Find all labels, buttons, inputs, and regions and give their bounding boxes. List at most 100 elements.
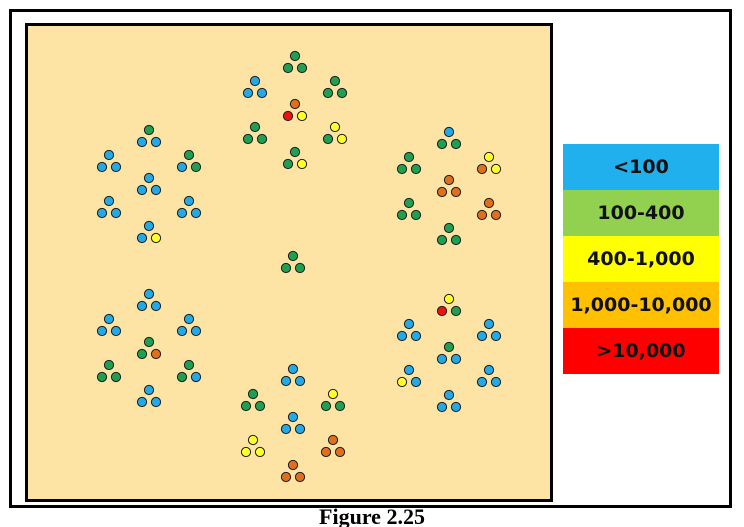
well-dot-blue	[280, 375, 292, 387]
well-dot-blue	[110, 207, 122, 219]
well-dot-green	[450, 138, 462, 150]
well-dot-orange	[476, 163, 488, 175]
well-dot-blue	[483, 364, 495, 376]
well-dot-blue	[183, 195, 195, 207]
well-triplet	[436, 126, 462, 150]
well-dot-blue	[143, 288, 155, 300]
well-dot-blue	[443, 126, 455, 138]
color-legend: <100 100-400 400-1,000 1,000-10,000 >10,…	[563, 144, 719, 374]
well-dot-blue	[436, 401, 448, 413]
well-triplet	[396, 364, 422, 388]
well-dot-green	[450, 234, 462, 246]
well-triplet	[282, 146, 308, 170]
well-triplet	[96, 149, 122, 173]
well-dot-blue	[150, 184, 162, 196]
well-dot-green	[410, 209, 422, 221]
well-dot-green	[396, 163, 408, 175]
well-dot-green	[143, 336, 155, 348]
well-dot-blue	[476, 376, 488, 388]
figure-caption: Figure 2.25	[319, 505, 425, 527]
well-dot-blue	[176, 207, 188, 219]
well-dot-green	[96, 371, 108, 383]
well-triplet	[176, 195, 202, 219]
well-dot-orange	[150, 348, 162, 360]
well-triplet	[476, 151, 502, 175]
well-dot-green	[103, 359, 115, 371]
well-dot-orange	[327, 434, 339, 446]
well-dot-blue	[150, 300, 162, 312]
well-dot-blue	[403, 364, 415, 376]
well-triplet	[320, 388, 346, 412]
well-dot-orange	[294, 471, 306, 483]
well-dot-green	[240, 400, 252, 412]
well-triplet	[322, 75, 348, 99]
well-dot-blue	[136, 396, 148, 408]
well-dot-yellow	[329, 121, 341, 133]
well-dot-green	[256, 133, 268, 145]
well-dot-yellow	[296, 110, 308, 122]
well-dot-yellow	[247, 434, 259, 446]
well-dot-green	[183, 359, 195, 371]
well-dot-blue	[249, 75, 261, 87]
well-dot-green	[436, 234, 448, 246]
well-dot-green	[403, 151, 415, 163]
well-dot-blue	[136, 300, 148, 312]
well-dot-green	[436, 138, 448, 150]
well-triplet	[136, 288, 162, 312]
well-dot-green	[254, 400, 266, 412]
well-dot-blue	[143, 172, 155, 184]
well-dot-yellow	[483, 151, 495, 163]
plot-area	[25, 23, 553, 502]
well-dot-blue	[436, 353, 448, 365]
well-dot-blue	[103, 313, 115, 325]
well-dot-red	[282, 110, 294, 122]
well-triplet	[96, 359, 122, 383]
well-dot-green	[403, 197, 415, 209]
well-dot-orange	[320, 446, 332, 458]
well-dot-green	[336, 87, 348, 99]
well-dot-blue	[96, 207, 108, 219]
well-triplet	[280, 411, 306, 435]
well-dot-blue	[110, 161, 122, 173]
well-triplet	[240, 434, 266, 458]
well-dot-blue	[294, 375, 306, 387]
well-dot-blue	[294, 423, 306, 435]
well-dot-green	[450, 305, 462, 317]
well-triplet	[280, 250, 306, 274]
well-triplet	[396, 197, 422, 221]
well-dot-blue	[450, 401, 462, 413]
well-dot-blue	[490, 330, 502, 342]
well-dot-green	[183, 149, 195, 161]
well-dot-green	[289, 146, 301, 158]
well-dot-orange	[280, 471, 292, 483]
well-dot-blue	[242, 87, 254, 99]
well-dot-blue	[450, 353, 462, 365]
well-triplet	[242, 75, 268, 99]
well-triplet	[436, 341, 462, 365]
well-dot-blue	[476, 330, 488, 342]
well-triplet	[476, 197, 502, 221]
well-triplet	[242, 121, 268, 145]
well-dot-green	[443, 222, 455, 234]
well-dot-blue	[190, 325, 202, 337]
well-triplet	[96, 195, 122, 219]
well-dot-blue	[136, 136, 148, 148]
well-triplet	[136, 124, 162, 148]
well-dot-yellow	[443, 293, 455, 305]
well-triplet	[436, 389, 462, 413]
well-dot-orange	[490, 209, 502, 221]
well-dot-green	[287, 250, 299, 262]
well-triplet	[282, 50, 308, 74]
well-dot-yellow	[327, 388, 339, 400]
legend-entry-gt-10000: >10,000	[563, 328, 719, 374]
well-triplet	[396, 318, 422, 342]
well-dot-blue	[103, 149, 115, 161]
well-dot-green	[410, 163, 422, 175]
well-dot-blue	[190, 371, 202, 383]
well-dot-blue	[183, 313, 195, 325]
well-triplet	[396, 151, 422, 175]
well-triplet	[436, 293, 462, 317]
well-dot-orange	[443, 174, 455, 186]
well-dot-yellow	[240, 446, 252, 458]
well-triplet	[436, 222, 462, 246]
